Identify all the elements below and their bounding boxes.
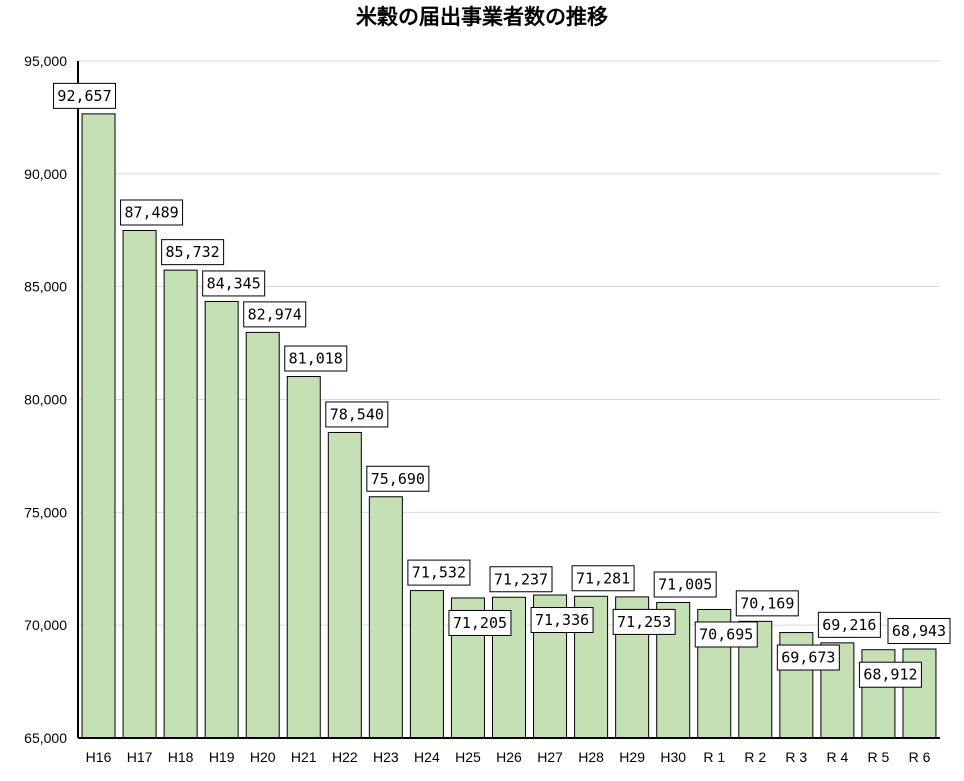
data-label-box [887,618,951,645]
data-label-box [243,301,307,328]
data-label-box [776,644,840,671]
x-axis-ticks: H16 H17 H18 H19 H20 H21 H22 H23 H24 H25 H26 H27 H28 H… [86,749,931,765]
x-tick-label: H20 [250,749,276,765]
x-tick-label: H22 [332,749,358,765]
x-tick-label: H21 [291,749,317,765]
data-label: 70,695 [699,625,753,643]
data-label-box [694,621,758,648]
x-tick-label: R 3 [785,749,807,765]
bar [286,376,321,739]
bar [122,229,157,739]
x-tick-label: R 1 [703,749,725,765]
data-label-box [489,566,553,593]
x-tick-label: H29 [619,749,645,765]
bars [81,113,937,739]
x-tick-label: H17 [127,749,153,765]
data-label-box [530,607,594,634]
x-tick-label: H19 [209,749,235,765]
bar [204,300,239,739]
data-label: 71,281 [576,569,630,587]
data-label: 71,532 [412,564,466,582]
data-label: 69,216 [822,616,876,634]
data-label-box [653,571,717,598]
y-tick-label: 90,000 [24,166,67,182]
bar [409,590,444,739]
data-label-box [284,345,348,372]
data-label-box [120,199,184,226]
x-tick-label: H27 [537,749,563,765]
x-tick-label: H26 [496,749,522,765]
data-label: 75,690 [371,470,425,488]
x-tick-label: H30 [660,749,686,765]
x-tick-label: H16 [86,749,112,765]
data-label: 71,205 [453,614,507,632]
x-tick-label: H23 [373,749,399,765]
data-label-box [612,608,676,635]
data-label-box [202,270,266,297]
bar [245,331,280,739]
data-label-box [735,590,799,617]
y-tick-label: 65,000 [24,730,67,746]
data-label: 78,540 [330,405,384,423]
data-label: 68,912 [863,666,917,684]
data-label: 69,673 [781,649,835,667]
axes [77,61,940,739]
y-tick-label: 95,000 [24,53,67,69]
bar [327,431,362,739]
data-label-box [571,565,635,592]
x-tick-label: H25 [455,749,481,765]
data-label: 70,169 [740,594,794,612]
x-tick-label: H28 [578,749,604,765]
bar [81,113,116,739]
data-label-box [325,401,389,428]
data-label: 82,974 [248,305,302,323]
data-label-box [161,239,225,266]
data-label-box [53,82,117,109]
data-labels: 92,657 87,489 85,732 84,345 82,974 81,018 78,5… [53,82,951,688]
data-label: 71,237 [494,570,548,588]
data-label-box [817,611,881,638]
data-label: 71,253 [617,613,671,631]
data-label: 84,345 [207,274,261,292]
x-tick-label: R 5 [868,749,890,765]
data-label-box [858,661,922,688]
data-label: 68,943 [892,622,946,640]
data-label-box [366,465,430,492]
chart-title: 米穀の届出事業者数の推移 [356,5,608,29]
y-tick-label: 85,000 [24,279,67,295]
data-label: 87,489 [124,203,178,221]
bar [368,496,403,739]
x-tick-label: R 2 [744,749,766,765]
x-tick-label: R 6 [909,749,931,765]
y-tick-label: 70,000 [24,617,67,633]
data-label: 81,018 [289,350,343,368]
x-tick-label: H18 [168,749,194,765]
data-label: 71,005 [658,575,712,593]
data-label-box [448,609,512,636]
x-tick-label: R 4 [826,749,848,765]
bar [163,269,198,739]
y-tick-label: 75,000 [24,504,67,520]
y-axis-ticks: 65,000 70,000 75,000 80,000 85,000 90,000 95,0… [24,53,67,746]
x-tick-label: H24 [414,749,440,765]
y-tick-label: 80,000 [24,392,67,408]
data-label: 92,657 [57,87,111,105]
data-label: 71,336 [535,611,589,629]
data-label-box [407,559,471,586]
data-label: 85,732 [166,243,220,261]
